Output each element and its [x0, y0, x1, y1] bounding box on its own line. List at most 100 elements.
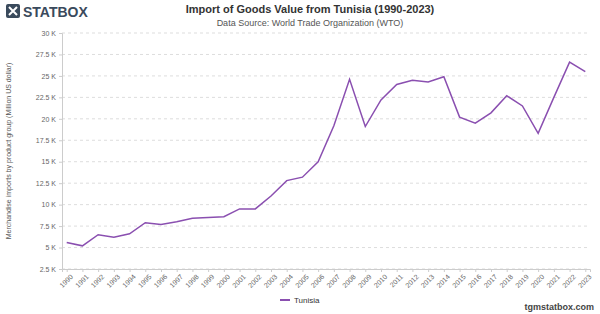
x-tick-mark: [271, 269, 272, 272]
y-tick-label: 25 K: [42, 73, 57, 80]
series-group: [67, 62, 586, 246]
x-tick: 2000: [215, 269, 231, 289]
x-tick-label: 2009: [357, 273, 373, 289]
legend-label: Tunisia: [294, 296, 320, 305]
x-tick-mark: [350, 269, 351, 272]
x-tick: 2020: [530, 269, 546, 289]
x-tick: 2015: [451, 269, 467, 289]
x-tick-mark: [302, 269, 303, 272]
x-tick-label: 1993: [105, 273, 121, 289]
y-tick: 27.5 K: [36, 51, 62, 58]
y-tick: 20 K: [42, 116, 62, 123]
y-tick: 10 K: [42, 201, 62, 208]
x-tick-label: 2001: [231, 273, 247, 289]
y-tick-label: 17.5 K: [36, 137, 57, 144]
x-tick: 2010: [372, 269, 388, 289]
x-tick-label: 2021: [545, 273, 561, 289]
logo-icon-mark: [9, 7, 17, 15]
y-tick-label: 5 K: [45, 244, 56, 251]
x-tick-label: 2019: [514, 273, 530, 289]
x-tick-label: 1999: [200, 273, 216, 289]
x-tick: 2022: [561, 269, 577, 289]
x-tick-label: 1998: [184, 273, 200, 289]
y-tick-mark: [59, 54, 62, 55]
x-tick-mark: [318, 269, 319, 272]
x-tick-mark: [192, 269, 193, 272]
x-tick: 2011: [389, 269, 405, 289]
x-tick: 2003: [262, 269, 278, 289]
x-tick: 2004: [278, 269, 294, 289]
x-tick-label: 2015: [451, 273, 467, 289]
y-tick-label: 2.5 K: [40, 266, 57, 273]
x-tick-mark: [397, 269, 398, 272]
x-tick-mark: [381, 269, 382, 272]
plot: 2.5 K5 K7.5 K10 K12.5 K15 K17.5 K20 K22.…: [36, 30, 593, 289]
x-tick-mark: [491, 269, 492, 272]
x-tick: 1992: [90, 269, 106, 289]
y-tick-label: 30 K: [42, 30, 57, 37]
x-tick: 2008: [341, 269, 357, 289]
x-tick-mark: [538, 269, 539, 272]
chart: STATBOXImport of Goods Value from Tunisi…: [0, 0, 600, 314]
y-axis-line: [59, 34, 63, 270]
y-tick-label: 7.5 K: [40, 223, 57, 230]
x-tick: 2014: [435, 269, 451, 289]
x-tick-mark: [570, 269, 571, 272]
y-tick-mark: [59, 226, 62, 227]
y-tick-label: 20 K: [42, 116, 57, 123]
x-tick-label: 1995: [137, 273, 153, 289]
y-tick: 17.5 K: [36, 137, 62, 144]
grid-line: [62, 161, 590, 162]
x-tick-mark: [585, 269, 586, 272]
x-tick-label: 2014: [435, 273, 451, 289]
x-tick-mark: [475, 269, 476, 272]
y-tick-mark: [59, 248, 62, 249]
grid-line: [62, 118, 590, 119]
x-tick-label: 2003: [262, 273, 278, 289]
x-tick-label: 1991: [74, 273, 90, 289]
grid: [62, 33, 590, 269]
x-tick-label: 2017: [482, 273, 498, 289]
series-line: [67, 62, 586, 246]
x-tick: 1990: [58, 269, 74, 289]
x-tick: 2006: [310, 269, 326, 289]
x-tick: 2016: [467, 269, 483, 289]
x-tick-label: 2010: [372, 273, 388, 289]
x-tick: 1993: [105, 269, 121, 289]
y-tick: 22.5 K: [36, 94, 62, 101]
x-tick: 1996: [152, 269, 168, 289]
x-tick-mark: [412, 269, 413, 272]
grid-line: [62, 140, 590, 141]
grid-line: [62, 54, 590, 55]
y-axis: 2.5 K5 K7.5 K10 K12.5 K15 K17.5 K20 K22.…: [36, 30, 63, 273]
x-tick: 1995: [137, 269, 153, 289]
x-axis-line: [63, 270, 591, 273]
x-tick-mark: [224, 269, 225, 272]
x-tick-mark: [114, 269, 115, 272]
x-axis: 1990199119921993199419951996199719981999…: [58, 269, 593, 289]
logo-icon: [6, 4, 20, 18]
x-tick: 2013: [420, 269, 436, 289]
x-tick-label: 2022: [561, 273, 577, 289]
y-tick-mark: [59, 183, 62, 184]
y-tick-mark: [59, 162, 62, 163]
x-tick-label: 2000: [215, 273, 231, 289]
title: Import of Goods Value from Tunisia (1990…: [186, 3, 435, 15]
x-tick: 2009: [357, 269, 373, 289]
x-tick-mark: [255, 269, 256, 272]
x-tick: 2012: [404, 269, 420, 289]
x-tick-label: 1990: [58, 273, 74, 289]
x-tick: 2021: [545, 269, 561, 289]
y-tick-label: 10 K: [42, 201, 57, 208]
y-tick: 25 K: [42, 73, 62, 80]
x-tick-mark: [334, 269, 335, 272]
x-tick-label: 2023: [577, 273, 593, 289]
x-tick-label: 2020: [530, 273, 546, 289]
x-tick-mark: [507, 269, 508, 272]
x-tick-mark: [522, 269, 523, 272]
y-axis-title: Merchandise imports by product group (Mi…: [5, 63, 13, 240]
x-tick-label: 2008: [341, 273, 357, 289]
x-tick: 2001: [231, 269, 247, 289]
x-tick-mark: [444, 269, 445, 272]
y-tick: 12.5 K: [36, 180, 62, 187]
